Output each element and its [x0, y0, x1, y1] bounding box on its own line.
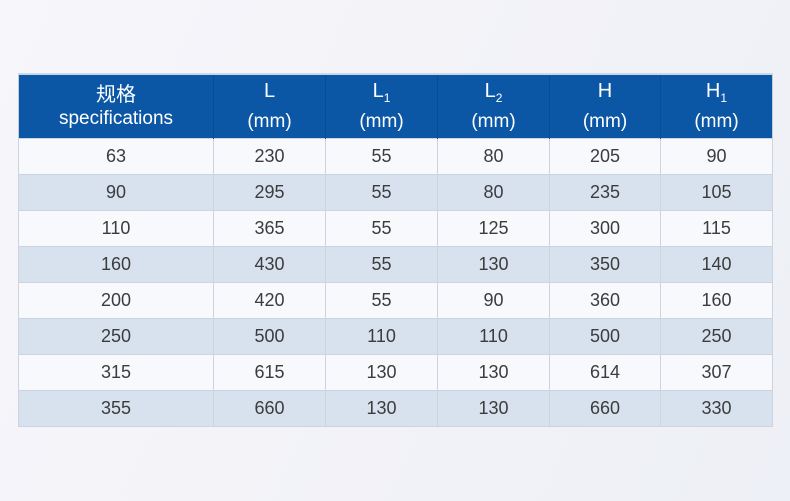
- header-unit: (mm): [582, 111, 628, 132]
- table-cell: 115: [660, 210, 773, 247]
- table-cell: 300: [549, 210, 661, 247]
- header-symbol: L: [372, 80, 384, 102]
- table-row: 200 420 55 90 360 160: [18, 282, 773, 319]
- table-cell: 160: [660, 282, 773, 319]
- table-cell: 350: [549, 246, 661, 283]
- table-cell: 355: [18, 390, 214, 427]
- header-unit: (mm): [359, 111, 404, 132]
- table-cell: 90: [437, 282, 550, 319]
- specifications-table: 规格 specifications L (mm) L1 (mm) L2 (mm)…: [18, 73, 773, 427]
- table-cell: 205: [549, 138, 661, 175]
- table-cell: 130: [325, 390, 438, 427]
- table-cell: 105: [660, 174, 773, 211]
- table-row: 90 295 55 80 235 105: [18, 174, 773, 211]
- table-cell: 250: [660, 318, 773, 355]
- table-cell: 55: [325, 138, 438, 175]
- table-row: 160 430 55 130 350 140: [18, 246, 773, 283]
- table-cell: 130: [325, 354, 438, 391]
- column-header-L: L (mm): [213, 73, 326, 139]
- table-cell: 615: [213, 354, 326, 391]
- table-cell: 63: [18, 138, 214, 175]
- table-cell: 80: [437, 138, 550, 175]
- table-cell: 430: [213, 246, 326, 283]
- header-subscript: 1: [383, 91, 391, 105]
- header-unit: (mm): [694, 111, 739, 132]
- column-header-L1: L1 (mm): [325, 73, 438, 139]
- table-cell: 55: [325, 282, 438, 319]
- header-label-cn: 规格: [96, 83, 136, 106]
- table-cell: 110: [18, 210, 214, 247]
- table-cell: 330: [660, 390, 773, 427]
- table-cell: 110: [437, 318, 550, 355]
- table-cell: 110: [325, 318, 438, 355]
- table-cell: 130: [437, 246, 550, 283]
- table-cell: 365: [213, 210, 326, 247]
- header-symbol: H: [597, 80, 613, 102]
- column-header-H1: H1 (mm): [660, 73, 773, 139]
- table-cell: 230: [213, 138, 326, 175]
- table-cell: 200: [18, 282, 214, 319]
- table-cell: 614: [549, 354, 661, 391]
- header-subscript: 2: [495, 91, 503, 105]
- table-cell: 55: [325, 174, 438, 211]
- table-cell: 295: [213, 174, 326, 211]
- table-cell: 140: [660, 246, 773, 283]
- table-row: 63 230 55 80 205 90: [18, 138, 773, 175]
- header-symbol: L: [484, 80, 496, 102]
- table-cell: 315: [18, 354, 214, 391]
- header-row: 规格 specifications L (mm) L1 (mm) L2 (mm)…: [18, 73, 773, 139]
- header-label-en: specifications: [58, 107, 174, 129]
- table-cell: 125: [437, 210, 550, 247]
- column-header-specifications: 规格 specifications: [18, 73, 214, 139]
- table-row: 110 365 55 125 300 115: [18, 210, 773, 247]
- table-row: 315 615 130 130 614 307: [18, 354, 773, 391]
- table-row: 250 500 110 110 500 250: [18, 318, 773, 355]
- table-cell: 90: [660, 138, 773, 175]
- header-symbol: H: [705, 80, 721, 102]
- table-cell: 420: [213, 282, 326, 319]
- table-cell: 55: [325, 210, 438, 247]
- table-cell: 660: [213, 390, 326, 427]
- column-header-L2: L2 (mm): [437, 73, 550, 139]
- header-unit: (mm): [471, 111, 516, 132]
- column-header-H: H (mm): [549, 73, 661, 139]
- table-header: 规格 specifications L (mm) L1 (mm) L2 (mm)…: [18, 73, 773, 139]
- table-cell: 160: [18, 246, 214, 283]
- spec-table-body: 63 230 55 80 205 90 90 295 55 80 235 105 110 365 55 125…: [18, 138, 773, 427]
- header-symbol: L: [263, 80, 276, 102]
- table-cell: 235: [549, 174, 661, 211]
- table-cell: 90: [18, 174, 214, 211]
- table-cell: 660: [549, 390, 661, 427]
- table-cell: 500: [213, 318, 326, 355]
- table-row: 355 660 130 130 660 330: [18, 390, 773, 427]
- table-cell: 130: [437, 390, 550, 427]
- table-cell: 250: [18, 318, 214, 355]
- table-cell: 55: [325, 246, 438, 283]
- header-unit: (mm): [247, 111, 292, 132]
- table-cell: 80: [437, 174, 550, 211]
- header-subscript: 1: [720, 91, 728, 105]
- table-cell: 130: [437, 354, 550, 391]
- table-cell: 307: [660, 354, 773, 391]
- table-cell: 360: [549, 282, 661, 319]
- table-cell: 500: [549, 318, 661, 355]
